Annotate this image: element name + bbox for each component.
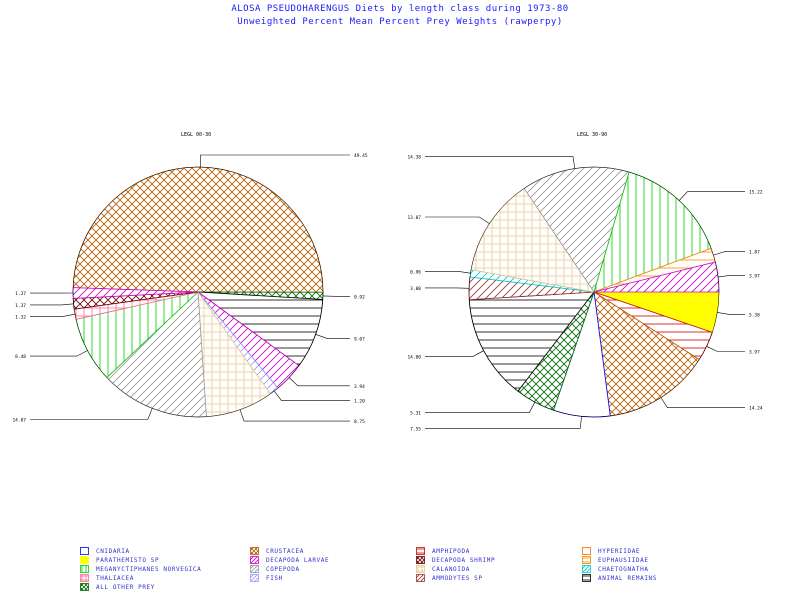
pie-charts-canvas: LEGL 00-30 49.45 0.92 9.07 3.94 1.20 8.75 14.07… <box>12 132 762 432</box>
leader-line <box>315 334 350 339</box>
legend-label: CHAETOGNATHA <box>598 566 649 573</box>
slice-value-label: 1.37 <box>15 291 26 297</box>
legend-label: HYPERIIDAE <box>598 548 641 555</box>
legend-swatch <box>416 547 425 555</box>
legend-swatch <box>582 556 591 564</box>
leader-line <box>288 377 350 387</box>
legend-label: PARATHEMISTO SP <box>96 557 160 564</box>
leader-line <box>425 156 576 169</box>
legend-swatch <box>250 574 259 582</box>
leader-line <box>239 409 350 422</box>
slice-value-label: 14.24 <box>749 406 763 412</box>
legend-swatch <box>250 565 259 573</box>
legend-label: FISH <box>266 575 283 582</box>
legend-swatch <box>582 565 591 573</box>
legend-label: THALIACEA <box>96 575 134 582</box>
legend-label: ANIMAL REMAINS <box>598 575 657 582</box>
slice-value-label: 5.38 <box>749 312 760 318</box>
legend-swatch <box>250 556 259 564</box>
legend-label: CRUSTACEA <box>266 548 304 555</box>
leader-line <box>425 271 471 274</box>
chart-subtitle: Unweighted Percent Mean Percent Prey Wei… <box>237 17 563 27</box>
slice-value-label: 8.75 <box>354 419 365 425</box>
legend-swatch <box>582 547 591 555</box>
slice-value-label: 0.96 <box>410 269 421 275</box>
slice-value-label: 9.07 <box>354 336 365 342</box>
leader-line <box>706 346 745 352</box>
slice-value-label: 3.00 <box>410 286 421 292</box>
legend-swatch <box>416 574 425 582</box>
legend-label: CNIDARIA <box>96 548 130 555</box>
pie-title: LEGL 30-90 <box>577 132 607 138</box>
legend-label: AMPHIPODA <box>432 548 470 555</box>
legend-label: MEGANYCTIPHANES NORVEGICA <box>96 566 202 573</box>
legend-swatch <box>416 565 425 573</box>
legend-label: EUPHAUSIIDAE <box>598 557 649 564</box>
leader-line <box>30 408 153 420</box>
legend-swatch <box>80 565 89 573</box>
slice-value-label: 15.22 <box>749 190 763 196</box>
slice-value-label: 8.48 <box>15 354 26 360</box>
leader-line <box>425 216 490 224</box>
slice-value-label: 1.87 <box>749 250 760 256</box>
pie-slice-crustacea <box>72 166 324 293</box>
leader-line <box>425 350 484 357</box>
pie-chart-1: LEGL 00-30 49.45 0.92 9.07 3.94 1.20 8.75 14.07… <box>12 132 367 425</box>
leader-line <box>30 313 76 317</box>
legend-swatch <box>80 556 89 564</box>
leader-line <box>30 350 88 357</box>
slice-value-label: 14.00 <box>407 354 421 360</box>
leader-line <box>30 303 74 306</box>
leader-line <box>718 275 745 278</box>
slice-value-label: 14.38 <box>407 155 421 161</box>
slice-value-label: 13.07 <box>407 215 421 221</box>
slice-value-label: 7.55 <box>410 426 421 432</box>
legend-swatch <box>80 583 89 591</box>
slice-value-label: 0.92 <box>354 294 365 300</box>
chart-title: ALOSA PSEUDOHARENGUS Diets by length cla… <box>231 4 569 14</box>
legend-label: COPEPODA <box>266 566 300 573</box>
legend-label: CALANOIDA <box>432 566 470 573</box>
leader-line <box>273 390 350 401</box>
leader-line <box>713 251 745 256</box>
slice-value-label: 14.07 <box>12 417 26 423</box>
pie-chart-2: LEGL 30-90 5.38 3.97 14.24 7.55 5.31 14.00 3.00… <box>407 132 762 432</box>
slice-value-label: 49.45 <box>354 153 368 159</box>
slice-value-label: 5.31 <box>410 411 421 417</box>
legend-label: DECAPODA SHRIMP <box>432 557 496 564</box>
slice-value-label: 1.32 <box>15 314 26 320</box>
legend-swatch <box>80 547 89 555</box>
legend-label: AMMODYTES SP <box>432 575 483 582</box>
slice-value-label: 3.97 <box>749 273 760 279</box>
leader-line <box>425 402 536 414</box>
leader-line <box>425 416 582 429</box>
legend-swatch <box>582 574 591 582</box>
slice-value-label: 1.20 <box>354 399 365 405</box>
leader-line <box>717 312 745 315</box>
legend-swatch <box>416 556 425 564</box>
pie-title: LEGL 00-30 <box>181 132 211 138</box>
pie-outline <box>468 166 720 418</box>
leader-line <box>660 397 745 409</box>
legend-swatch <box>250 547 259 555</box>
slice-value-label: 1.37 <box>15 303 26 309</box>
legend-label: ALL OTHER PREY <box>96 584 155 591</box>
legend: CNIDARIA CRUSTACEA AMPHIPODA HYPERIIDAE PARA… <box>80 547 780 597</box>
legend-swatch <box>80 574 89 582</box>
pie-outline <box>72 166 324 418</box>
leader-line <box>678 191 745 201</box>
slice-value-label: 3.94 <box>354 384 365 390</box>
leader-line <box>200 154 350 168</box>
legend-label: DECAPODA LARVAE <box>266 557 330 564</box>
slice-value-label: 3.97 <box>749 350 760 356</box>
